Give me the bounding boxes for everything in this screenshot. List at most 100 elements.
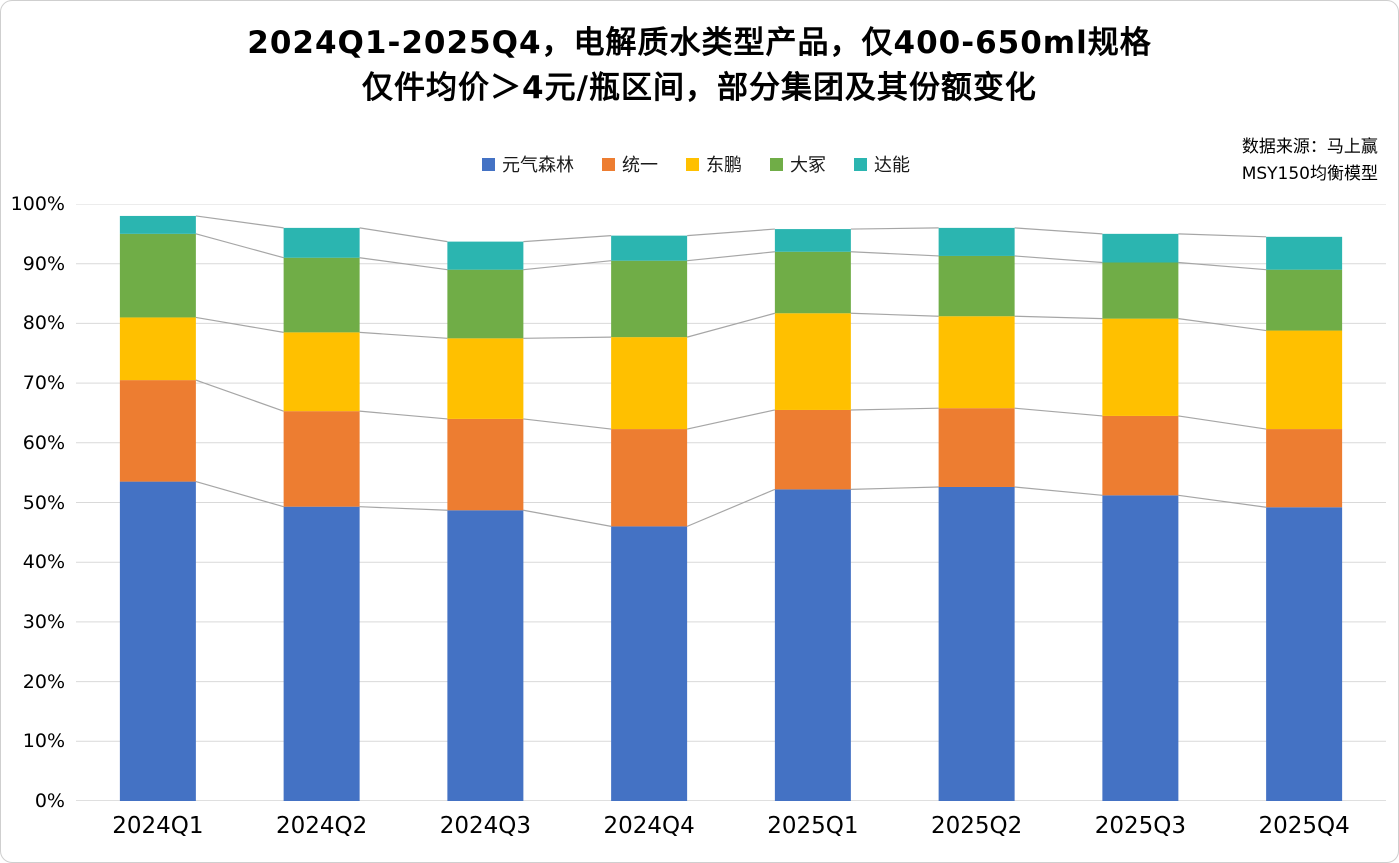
- series-connector-line: [1014, 407, 1103, 417]
- legend-label: 元气森林: [502, 155, 574, 176]
- bar-segment-2025Q2-东鹏: [938, 316, 1015, 409]
- series-connector-line: [359, 227, 448, 243]
- bar-segment-2024Q4-元气森林: [611, 526, 688, 801]
- series-connector-line: [359, 331, 448, 339]
- bar-segment-2025Q3-统一: [1102, 415, 1179, 496]
- bar-segment-2024Q2-元气森林: [283, 506, 360, 801]
- series-connector-line: [523, 509, 612, 527]
- bar-segment-2024Q2-东鹏: [283, 332, 360, 412]
- bar-segment-2025Q3-东鹏: [1102, 318, 1179, 416]
- series-connector-line: [195, 481, 284, 508]
- y-tick-label: 40%: [22, 551, 65, 574]
- series-connector-line: [1014, 486, 1103, 496]
- bar-segment-2025Q4-大冢: [1266, 269, 1343, 331]
- legend-item-4: 达能: [854, 151, 910, 177]
- series-connector-line: [523, 418, 612, 430]
- bar-segment-2025Q2-达能: [938, 227, 1015, 256]
- y-tick-label: 50%: [22, 491, 65, 514]
- bar-segment-2024Q3-达能: [447, 241, 524, 270]
- bar-segment-2025Q1-大冢: [774, 251, 851, 314]
- bar-segment-2025Q1-达能: [774, 229, 851, 252]
- series-connector-line: [1178, 233, 1267, 238]
- series-connector-line: [1014, 255, 1103, 264]
- x-tick-label: 2025Q1: [767, 813, 859, 839]
- bar-segment-2025Q4-统一: [1266, 429, 1343, 508]
- data-source-line1: 数据来源：马上赢: [1241, 137, 1378, 157]
- bar-segment-2024Q1-统一: [119, 380, 196, 482]
- series-connector-line: [850, 227, 939, 230]
- x-tick-label: 2025Q4: [1258, 813, 1350, 839]
- plot-area: [76, 204, 1386, 801]
- bar-segment-2025Q3-元气森林: [1102, 495, 1179, 801]
- x-tick-label: 2024Q4: [603, 813, 695, 839]
- legend-swatch-icon: [686, 157, 699, 171]
- bar-segment-2024Q4-达能: [611, 235, 688, 261]
- series-connector-line: [359, 506, 448, 511]
- chart-title: 2024Q1-2025Q4，电解质水类型产品，仅400-650ml规格 仅件均价…: [1, 21, 1398, 111]
- bar-segment-2024Q4-大冢: [611, 260, 688, 338]
- y-tick-label: 0%: [34, 790, 65, 812]
- bar-segment-2024Q2-统一: [283, 411, 360, 507]
- y-tick-label: 100%: [10, 193, 65, 215]
- legend-swatch-icon: [602, 157, 615, 171]
- legend-item-1: 统一: [602, 151, 658, 177]
- series-connector-line: [195, 379, 284, 412]
- y-tick-label: 90%: [22, 252, 65, 275]
- series-connector-line: [687, 251, 775, 262]
- series-connector-line: [1178, 494, 1267, 508]
- bar-segment-2025Q2-统一: [938, 408, 1015, 487]
- bar-segment-2025Q2-大冢: [938, 255, 1015, 317]
- chart-legend: 元气森林 统一 东鹏 大冢 达能: [76, 151, 1316, 177]
- series-connector-line: [1178, 318, 1267, 332]
- legend-item-2: 东鹏: [686, 151, 742, 177]
- y-tick-label: 80%: [22, 312, 65, 335]
- bar-segment-2024Q1-元气森林: [119, 481, 196, 801]
- x-tick-label: 2025Q3: [1094, 813, 1187, 839]
- series-connector-line: [195, 215, 284, 229]
- y-axis-labels: 0% 10% 20% 30% 40% 50% 60% 70% 80% 90% 100%: [1, 193, 65, 812]
- legend-label: 统一: [622, 155, 658, 176]
- chart-title-line2: 仅件均价＞4元/瓶区间，部分集团及其份额变化: [362, 70, 1037, 106]
- bar-segment-2024Q3-统一: [447, 418, 524, 511]
- bar-segment-2025Q3-达能: [1102, 233, 1179, 263]
- chart-title-line1: 2024Q1-2025Q4，电解质水类型产品，仅400-650ml规格: [247, 25, 1152, 61]
- bar-segment-2025Q4-东鹏: [1266, 330, 1343, 430]
- series-connector-line: [686, 488, 776, 527]
- series-connector-line: [523, 336, 612, 339]
- series-connector-line: [523, 235, 612, 243]
- bar-segment-2025Q3-大冢: [1102, 262, 1179, 319]
- bar-segment-2025Q1-统一: [774, 409, 851, 490]
- legend-label: 达能: [874, 155, 910, 176]
- y-tick-label: 60%: [22, 431, 65, 454]
- data-source-line2: MSY150均衡模型: [1241, 164, 1378, 184]
- bar-segment-2025Q4-达能: [1266, 236, 1343, 270]
- legend-label: 东鹏: [706, 155, 742, 176]
- legend-label: 大冢: [790, 155, 826, 176]
- x-tick-label: 2024Q3: [439, 813, 532, 839]
- series-connector-line: [195, 233, 284, 259]
- bar-segment-2024Q4-东鹏: [611, 337, 688, 430]
- legend-swatch-icon: [854, 157, 867, 171]
- bar-segment-2025Q1-东鹏: [774, 313, 851, 410]
- legend-swatch-icon: [482, 157, 495, 171]
- bar-segment-2025Q4-元气森林: [1266, 507, 1343, 801]
- x-axis-labels: 2024Q1 2024Q2 2024Q3 2024Q4 2025Q1 2025Q2 2025…: [76, 813, 1386, 847]
- bar-segment-2024Q1-大冢: [119, 233, 196, 318]
- series-connector-line: [1178, 415, 1267, 430]
- series-connector-line: [850, 251, 939, 257]
- bar-segment-2024Q3-大冢: [447, 269, 524, 339]
- bar-segment-2024Q3-东鹏: [447, 338, 524, 419]
- bar-segment-2024Q2-达能: [283, 227, 360, 258]
- series-connector-line: [850, 486, 939, 490]
- series-connector-line: [1014, 315, 1103, 320]
- series-connector-line: [1014, 227, 1103, 235]
- x-tick-label: 2024Q1: [112, 813, 204, 839]
- bar-segment-2025Q2-元气森林: [938, 486, 1015, 801]
- series-connector-line: [687, 228, 775, 237]
- bar-segment-2024Q2-大冢: [283, 257, 360, 333]
- bar-segment-2024Q3-元气森林: [447, 510, 524, 801]
- y-tick-label: 10%: [22, 730, 65, 753]
- series-connector-line: [523, 260, 612, 271]
- series-connector-line: [1178, 261, 1267, 271]
